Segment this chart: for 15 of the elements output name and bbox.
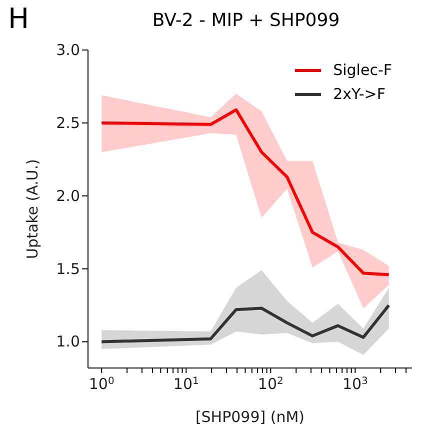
chart-title: BV-2 - MIP + SHP099 (152, 10, 340, 31)
y-tick-label: 2.5 (56, 114, 80, 132)
y-axis-title: Uptake (A.U.) (23, 159, 42, 259)
x-tick-label: 10$^{1}$ (173, 375, 199, 393)
y-tick-label: 2.0 (56, 186, 80, 205)
y-tick-label: 3.0 (56, 41, 80, 59)
x-tick-label: 10$^{3}$ (342, 375, 368, 393)
x-axis-title: [SHP099] (nM) (195, 408, 305, 426)
x-tick-label: 10$^{2}$ (258, 375, 284, 393)
text: H (8, 2, 30, 35)
legend-label: Siglec-F (333, 60, 392, 81)
legend-label: 2xY->F (333, 84, 386, 105)
y-tick-label: 1.0 (56, 332, 80, 351)
y-tick-label: 1.5 (56, 260, 80, 278)
x-tick-label: 10$^{0}$ (88, 375, 114, 393)
